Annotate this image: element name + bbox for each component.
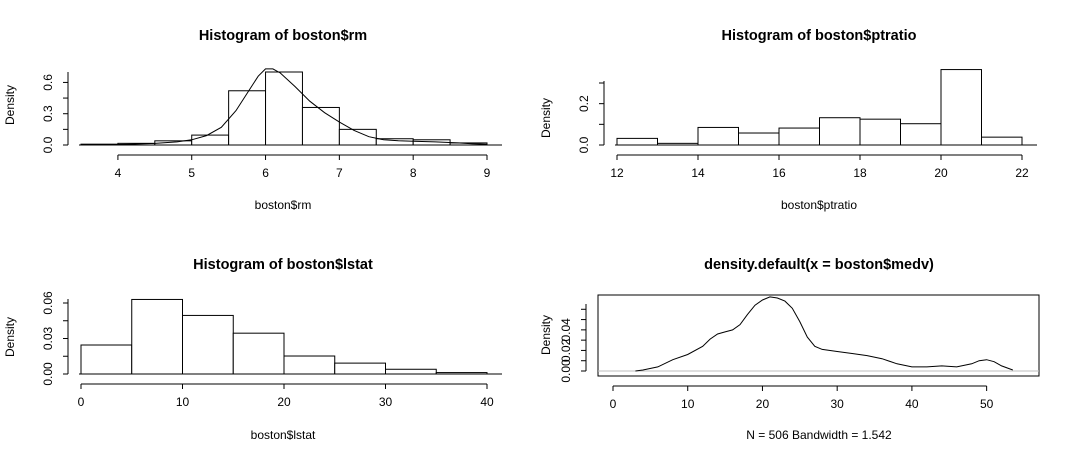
ptratio-bar-2 bbox=[697, 126, 739, 146]
medv-x-tick-label-3: 30 bbox=[831, 397, 845, 411]
rm-y-tick-label-0: 0.0 bbox=[41, 136, 55, 153]
ptratio-bar-9 bbox=[981, 136, 1023, 146]
medv-y-tick-label-2: 0.04 bbox=[559, 318, 573, 342]
lstat-bar-3 bbox=[232, 332, 285, 375]
ptratio-bar-3 bbox=[738, 132, 780, 146]
medv-y-tick-label-0: 0.00 bbox=[559, 359, 573, 383]
lstat-bar-2 bbox=[182, 314, 234, 375]
rm-density-line bbox=[88, 68, 488, 146]
medv-x-tick-label-1: 10 bbox=[681, 397, 695, 411]
ptratio-histogram-xlabel: boston$ptratio bbox=[781, 198, 857, 212]
rm-bar-5 bbox=[265, 71, 303, 146]
ptratio-bar-5 bbox=[819, 117, 861, 146]
ptratio-bar-8 bbox=[940, 69, 982, 146]
medv-x-tick-label-4: 40 bbox=[905, 397, 919, 411]
ptratio-histogram-plot: 12 14 16 18 20 22 0.0 0.2 bbox=[577, 69, 1037, 180]
rm-bar-6 bbox=[301, 106, 340, 146]
lstat-y-tick-label-0: 0.00 bbox=[41, 362, 55, 386]
rm-histogram-plot: 4 5 6 7 8 9 0.0 0.3 0.6 bbox=[41, 68, 502, 180]
ptratio-x-tick-label-3: 18 bbox=[853, 166, 867, 180]
lstat-y-tick-label-2: 0.06 bbox=[41, 291, 55, 315]
medv-plot-box bbox=[597, 294, 1040, 377]
ptratio-x-tick-label-1: 14 bbox=[691, 166, 705, 180]
lstat-bar-1 bbox=[131, 298, 183, 375]
medv-density-panel: density.default(x = boston$medv) N = 506… bbox=[539, 257, 1040, 442]
lstat-y-tick-label-1: 0.03 bbox=[41, 326, 55, 350]
ptratio-bar-4 bbox=[778, 127, 820, 146]
lstat-x-tick-label-1: 10 bbox=[176, 395, 190, 409]
ptratio-x-tick-label-0: 12 bbox=[610, 166, 624, 180]
medv-density-line bbox=[635, 296, 1013, 372]
medv-density-title: density.default(x = boston$medv) bbox=[704, 257, 934, 273]
ptratio-bar-0 bbox=[616, 137, 658, 146]
rm-histogram-ylabel: Density bbox=[3, 85, 17, 125]
medv-density-plot: 0 10 20 30 40 50 0.000.020.04 bbox=[559, 294, 1040, 411]
rm-x-tick-label-5: 9 bbox=[484, 166, 491, 180]
ptratio-x-tick-label-5: 22 bbox=[1015, 166, 1029, 180]
ptratio-y-tick-label-0: 0.0 bbox=[577, 136, 591, 153]
rm-bar-4 bbox=[228, 90, 267, 146]
lstat-histogram-ylabel: Density bbox=[3, 317, 17, 357]
lstat-bar-4 bbox=[283, 355, 336, 375]
rm-x-tick-label-4: 8 bbox=[410, 166, 417, 180]
lstat-x-tick-label-2: 20 bbox=[277, 395, 291, 409]
medv-density-ylabel: Density bbox=[539, 315, 553, 355]
ptratio-y-tick-label-1: 0.2 bbox=[577, 95, 591, 112]
lstat-histogram-plot: 0 10 20 30 40 0.00 0.03 0.06 bbox=[41, 291, 502, 409]
medv-x-tick-label-5: 50 bbox=[980, 397, 994, 411]
lstat-x-tick-label-4: 40 bbox=[480, 395, 494, 409]
rm-bar-3 bbox=[191, 134, 230, 146]
ptratio-histogram-panel: Histogram of boston$ptratio boston$ptrat… bbox=[539, 28, 1037, 212]
rm-x-tick-label-0: 4 bbox=[115, 166, 122, 180]
rm-x-tick-label-1: 5 bbox=[188, 166, 195, 180]
rm-x-tick-label-2: 6 bbox=[262, 166, 269, 180]
ptratio-histogram-ylabel: Density bbox=[539, 98, 553, 138]
ptratio-bar-7 bbox=[900, 123, 942, 146]
lstat-bar-0 bbox=[80, 344, 133, 375]
lstat-bar-6 bbox=[385, 368, 437, 375]
rm-histogram-panel: Histogram of boston$rm boston$rm Density… bbox=[3, 28, 502, 212]
rm-y-tick-label-2: 0.6 bbox=[41, 74, 55, 91]
ptratio-histogram-title: Histogram of boston$ptratio bbox=[722, 28, 917, 44]
lstat-x-tick-label-3: 30 bbox=[379, 395, 393, 409]
ptratio-bar-1 bbox=[657, 142, 699, 146]
rm-x-tick-label-3: 7 bbox=[336, 166, 343, 180]
medv-x-tick-label-2: 20 bbox=[756, 397, 770, 411]
medv-density-subtitle: N = 506 Bandwidth = 1.542 bbox=[746, 428, 892, 442]
rm-bar-7 bbox=[338, 128, 377, 146]
medv-x-tick-label-0: 0 bbox=[610, 397, 617, 411]
medv-y-tick-label-1: 0.02 bbox=[559, 338, 573, 362]
lstat-x-tick-label-0: 0 bbox=[78, 395, 85, 409]
rm-histogram-title: Histogram of boston$rm bbox=[199, 28, 367, 44]
lstat-histogram-panel: Histogram of boston$lstat boston$lstat D… bbox=[3, 257, 502, 442]
lstat-bar-5 bbox=[334, 362, 386, 375]
lstat-bar-7 bbox=[435, 372, 488, 375]
lstat-histogram-xlabel: boston$lstat bbox=[251, 428, 316, 442]
lstat-histogram-title: Histogram of boston$lstat bbox=[193, 257, 373, 273]
rm-histogram-xlabel: boston$rm bbox=[255, 198, 312, 212]
ptratio-bar-6 bbox=[859, 118, 901, 146]
ptratio-x-tick-label-2: 16 bbox=[772, 166, 786, 180]
rm-y-tick-label-1: 0.3 bbox=[41, 105, 55, 122]
ptratio-x-tick-label-4: 20 bbox=[934, 166, 948, 180]
